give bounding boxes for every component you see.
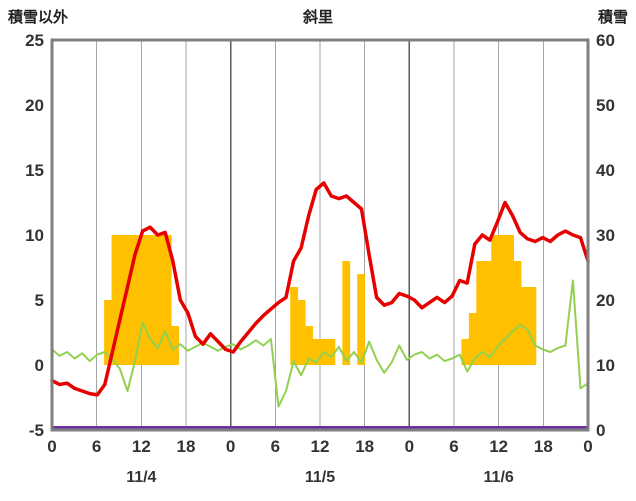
right-axis-tick-label: 20 xyxy=(596,291,615,310)
green-line xyxy=(51,279,589,408)
left-axis-tick-label: -5 xyxy=(29,421,44,440)
orange-bars-bar xyxy=(297,300,306,365)
hour-tick-label: 18 xyxy=(177,437,196,456)
hour-tick-label: 18 xyxy=(534,437,553,456)
hour-tick-label: 0 xyxy=(47,437,56,456)
hour-tick-label: 12 xyxy=(489,437,508,456)
left-axis-title: 積雪以外 xyxy=(8,9,69,26)
right-axis-tick-label: 30 xyxy=(596,226,615,245)
red-line xyxy=(50,181,590,397)
hour-tick-label: 6 xyxy=(92,437,101,456)
left-axis-tick-label: 10 xyxy=(25,226,44,245)
orange-bars-bar xyxy=(528,287,537,365)
orange-bars-bar xyxy=(133,235,142,365)
hour-tick-label: 0 xyxy=(583,437,592,456)
orange-bars-bar xyxy=(342,261,351,365)
left-axis-tick-label: 15 xyxy=(25,161,44,180)
orange-bars-bar xyxy=(506,235,514,365)
orange-bars-bar xyxy=(327,339,336,365)
orange-bars-bar xyxy=(305,326,313,365)
orange-bars-bar xyxy=(148,235,157,365)
right-axis-tick-label: 10 xyxy=(596,356,615,375)
orange-bars-bar xyxy=(491,235,500,365)
orange-bars-bar xyxy=(163,235,172,365)
hour-tick-label: 12 xyxy=(311,437,330,456)
left-axis-tick-label: 20 xyxy=(25,96,44,115)
orange-bars-bar xyxy=(126,235,135,365)
right-axis-tick-label: 60 xyxy=(596,31,615,50)
orange-bars-bar xyxy=(104,300,112,365)
hour-tick-label: 0 xyxy=(405,437,414,456)
hour-tick-label: 6 xyxy=(449,437,458,456)
right-axis-tick-label: 40 xyxy=(596,161,615,180)
orange-bars-bar xyxy=(141,235,150,365)
orange-bars-bar xyxy=(521,287,529,365)
orange-bars-bar xyxy=(468,313,477,365)
hour-tick-label: 12 xyxy=(132,437,151,456)
left-axis-tick-label: 5 xyxy=(35,291,44,310)
hour-tick-label: 0 xyxy=(226,437,235,456)
hour-tick-label: 18 xyxy=(355,437,374,456)
date-label: 11/6 xyxy=(484,469,514,486)
orange-bars-bar xyxy=(498,235,507,365)
chart-title: 斜里 xyxy=(302,9,333,26)
right-axis-tick-label: 0 xyxy=(596,421,605,440)
plot-frame xyxy=(50,38,590,432)
orange-bars-bar xyxy=(483,261,492,365)
orange-bars-bar xyxy=(461,339,470,365)
orange-bars-bar xyxy=(357,274,366,365)
orange-bars-bar xyxy=(513,261,522,365)
left-axis-tick-label: 0 xyxy=(35,356,44,375)
hour-tick-label: 6 xyxy=(271,437,280,456)
orange-bars-bar xyxy=(171,326,179,365)
orange-bars-bar xyxy=(111,235,120,365)
orange-bars-bar xyxy=(312,339,321,365)
right-axis-title: 積雪 xyxy=(597,9,628,26)
right-axis-tick-label: 50 xyxy=(596,96,615,115)
date-label: 11/4 xyxy=(126,469,156,486)
date-label: 11/5 xyxy=(305,469,335,486)
left-axis-tick-label: 25 xyxy=(25,31,44,50)
orange-bars-bar xyxy=(290,287,299,365)
orange-bars-bar xyxy=(156,235,165,365)
orange-bars-bar xyxy=(476,261,485,365)
